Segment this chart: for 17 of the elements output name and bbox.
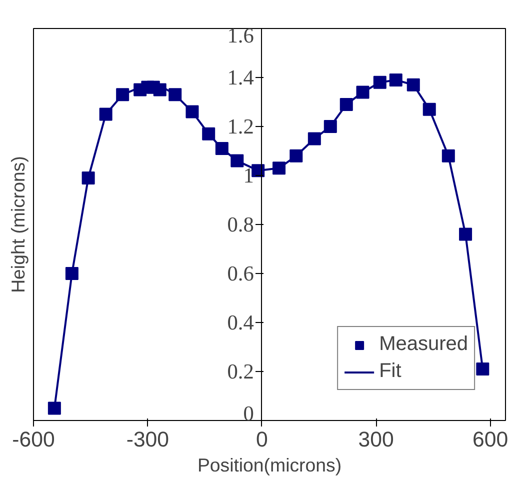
legend-label: Fit <box>379 360 402 383</box>
y-tick-label: 1 <box>243 164 254 188</box>
x-tick-label: -600 <box>12 428 55 452</box>
x-tick-label: 600 <box>472 428 508 452</box>
y-tick-label: 1.6 <box>227 24 254 48</box>
x-tick-label: -300 <box>126 428 170 452</box>
x-tick-label: 300 <box>358 428 394 452</box>
y-tick-label: 0.8 <box>227 212 254 236</box>
x-axis-title: Position(microns) <box>197 454 342 476</box>
y-tick-label: 0.2 <box>227 360 254 384</box>
y-axis-title: Height (microns) <box>8 156 28 293</box>
y-tick-label: 0.4 <box>227 310 254 334</box>
y-tick-label: 1.4 <box>227 66 254 90</box>
legend-label: Measured <box>379 333 468 356</box>
y-tick-label: 0.6 <box>227 262 254 286</box>
y-tick-label: 1.2 <box>227 114 254 138</box>
y-tick-label: 0 <box>243 402 254 426</box>
